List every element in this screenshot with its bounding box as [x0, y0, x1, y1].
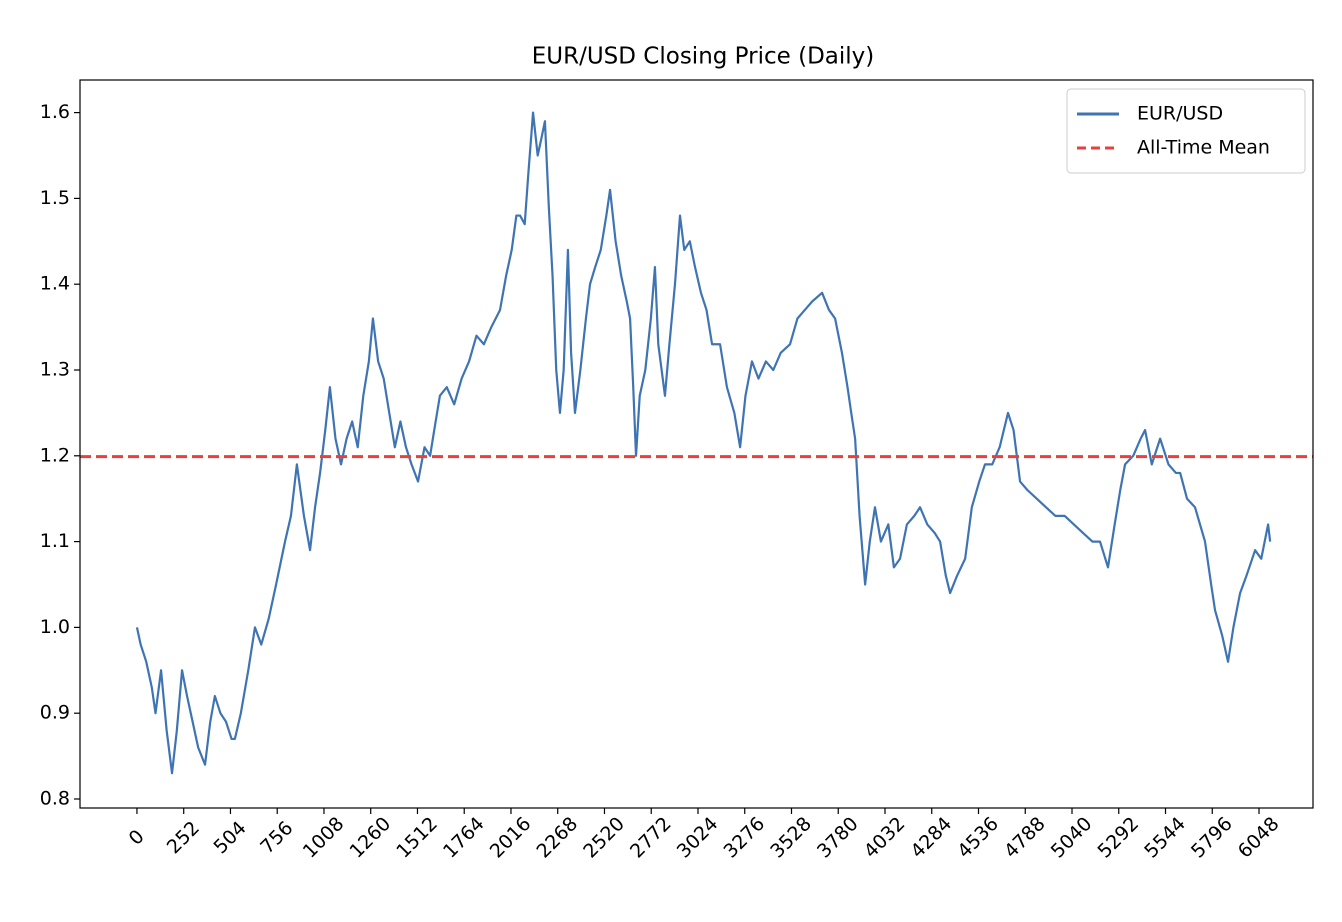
- x-tick-label: 4788: [1000, 813, 1050, 863]
- x-tick-label: 2268: [532, 813, 582, 863]
- legend-label: All-Time Mean: [1137, 137, 1270, 159]
- x-tick-label: 3528: [766, 813, 816, 863]
- y-tick-label: 1.5: [40, 187, 70, 209]
- x-tick-label: 6048: [1234, 813, 1284, 863]
- y-tick-label: 1.4: [40, 273, 70, 295]
- legend-box: [1066, 88, 1306, 174]
- x-tick-label: 5796: [1187, 813, 1237, 863]
- x-tick-label: 756: [256, 817, 297, 858]
- x-tick-label: 4032: [860, 813, 910, 863]
- y-tick-label: 1.3: [40, 358, 70, 380]
- x-tick-label: 1764: [439, 813, 489, 863]
- x-tick-label: 2772: [626, 813, 676, 863]
- chart-title: EUR/USD Closing Price (Daily): [532, 44, 875, 70]
- x-tick-label: 3780: [813, 813, 863, 863]
- x-tick-label: 252: [163, 817, 204, 858]
- x-tick-label: 504: [210, 817, 251, 858]
- x-tick-label: 2520: [579, 813, 629, 863]
- x-tick-label: 5544: [1140, 813, 1190, 863]
- x-tick-label: 1512: [392, 813, 442, 863]
- x-tick-label: 5040: [1047, 813, 1097, 863]
- y-tick-label: 1.6: [40, 101, 70, 123]
- x-tick-label: 5292: [1094, 813, 1144, 863]
- y-tick-label: 0.9: [40, 702, 70, 724]
- x-tick-label: 0: [125, 826, 149, 850]
- data-line: [135, 111, 1272, 775]
- x-tick-label: 4536: [953, 813, 1003, 863]
- x-tick-label: 3276: [720, 813, 770, 863]
- x-tick-label: 1260: [345, 813, 395, 863]
- x-tick-label: 2016: [486, 813, 536, 863]
- y-tick-label: 1.0: [40, 616, 70, 638]
- plot-frame: [79, 79, 1314, 809]
- x-tick-label: 1008: [299, 813, 349, 863]
- y-tick-label: 1.2: [40, 444, 70, 466]
- legend-label: EUR/USD: [1137, 103, 1223, 125]
- y-tick-label: 1.1: [40, 530, 70, 552]
- x-tick-label: 4284: [907, 813, 957, 863]
- x-tick-label: 3024: [673, 813, 723, 863]
- legend: EUR/USD All-Time Mean: [1066, 88, 1306, 174]
- y-tick-label: 0.8: [40, 787, 70, 809]
